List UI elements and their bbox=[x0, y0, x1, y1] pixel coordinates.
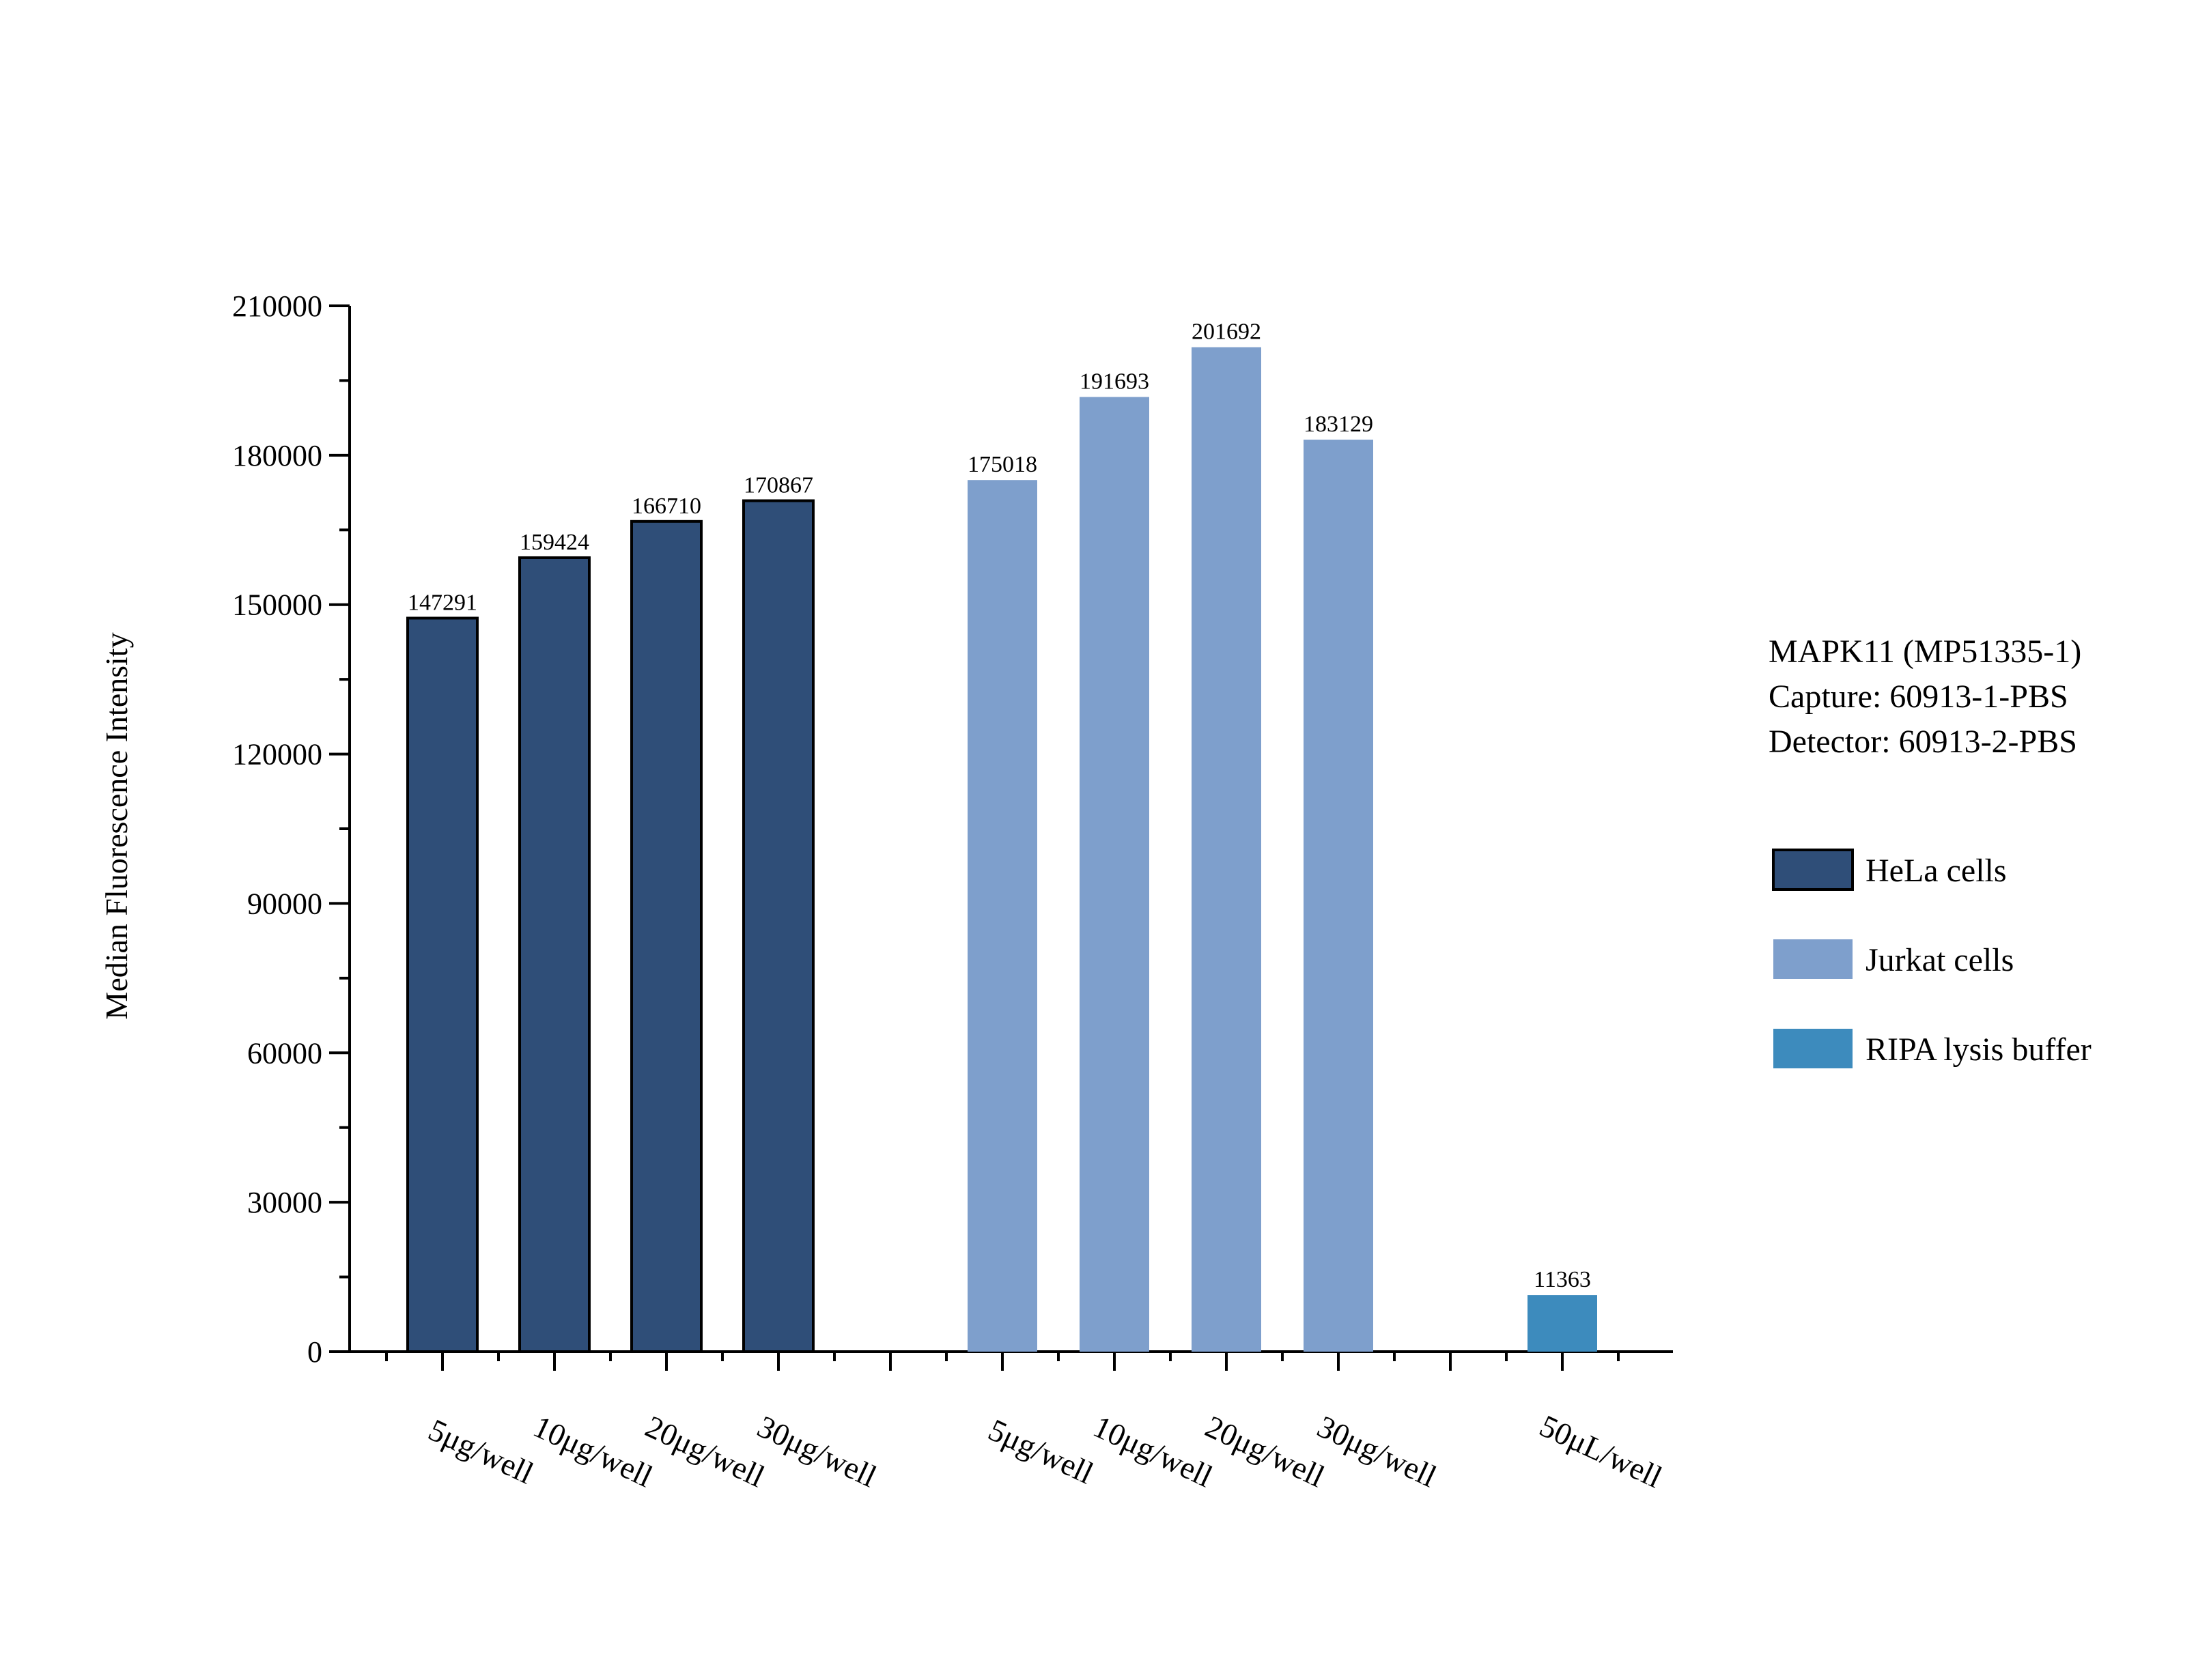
x-tick-label: 20μg/well bbox=[1200, 1409, 1330, 1494]
data-label: 11363 bbox=[1534, 1267, 1591, 1292]
info-line: Capture: 60913-1-PBS bbox=[1769, 679, 2068, 715]
legend-swatch bbox=[1773, 1029, 1853, 1068]
bar bbox=[968, 480, 1037, 1352]
x-tick-label: 50μL/well bbox=[1534, 1408, 1667, 1495]
data-label: 183129 bbox=[1304, 412, 1373, 437]
legend-label: RIPA lysis buffer bbox=[1866, 1031, 2092, 1068]
data-label: 201692 bbox=[1192, 319, 1261, 345]
y-tick-label: 60000 bbox=[247, 1036, 322, 1070]
y-tick-label: 30000 bbox=[247, 1186, 322, 1219]
bar bbox=[1192, 347, 1261, 1352]
data-label: 166710 bbox=[632, 494, 701, 519]
bar bbox=[1528, 1295, 1597, 1352]
y-tick-label: 180000 bbox=[232, 439, 322, 472]
y-tick-label: 210000 bbox=[232, 289, 322, 323]
bar bbox=[518, 556, 591, 1353]
data-label: 170867 bbox=[744, 472, 813, 498]
bar bbox=[742, 499, 815, 1354]
x-tick-label: 10μg/well bbox=[529, 1409, 658, 1494]
x-tick-label: 30μg/well bbox=[752, 1409, 882, 1494]
x-tick-label: 20μg/well bbox=[640, 1409, 770, 1494]
y-tick-label: 150000 bbox=[232, 588, 322, 622]
bar bbox=[406, 616, 479, 1354]
legend-swatch bbox=[1773, 939, 1853, 979]
y-tick-label: 0 bbox=[307, 1335, 322, 1369]
data-label: 175018 bbox=[968, 452, 1037, 477]
bar bbox=[1080, 397, 1149, 1352]
legend-label: Jurkat cells bbox=[1866, 942, 2014, 978]
data-label: 147291 bbox=[408, 590, 477, 615]
x-tick-label: 5μg/well bbox=[983, 1412, 1099, 1490]
x-tick-label: 10μg/well bbox=[1088, 1409, 1218, 1494]
data-label: 191693 bbox=[1080, 369, 1149, 395]
bar bbox=[1304, 440, 1373, 1352]
y-axis-title: Median Fluorescence Intensity bbox=[99, 632, 134, 1019]
bar bbox=[630, 519, 703, 1353]
legend-swatch bbox=[1772, 849, 1854, 891]
bars bbox=[406, 347, 1597, 1354]
legend-label: HeLa cells bbox=[1866, 853, 2007, 889]
y-tick-label: 120000 bbox=[232, 738, 322, 771]
data-labels: 147291 159424 166710 170867 175018 191693 2016… bbox=[408, 319, 1591, 1292]
data-label: 159424 bbox=[520, 530, 589, 555]
legend: HeLa cells Jurkat cells RIPA lysis buffer bbox=[1772, 849, 2092, 1068]
info-line: Detector: 60913-2-PBS bbox=[1769, 724, 2077, 760]
x-tick-label: 30μg/well bbox=[1312, 1409, 1442, 1494]
x-tick-label: 5μg/well bbox=[423, 1412, 539, 1490]
info-line: MAPK11 (MP51335-1) bbox=[1769, 633, 2081, 670]
y-tick-label: 90000 bbox=[247, 887, 322, 920]
chart-info-text: MAPK11 (MP51335-1) Capture: 60913-1-PBS De… bbox=[1769, 633, 2081, 760]
